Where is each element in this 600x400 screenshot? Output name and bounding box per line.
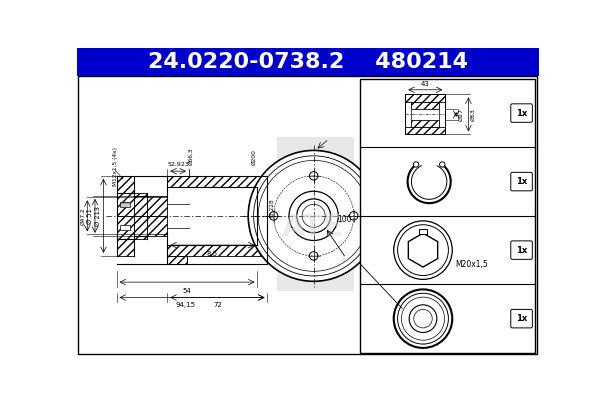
Text: 1x: 1x <box>516 246 527 255</box>
Circle shape <box>401 297 445 340</box>
Text: Ø53: Ø53 <box>471 108 476 121</box>
Bar <box>277 136 354 290</box>
Text: 94,15: 94,15 <box>176 302 196 308</box>
Bar <box>419 228 427 234</box>
Text: Ø 51: Ø 51 <box>86 208 92 224</box>
Text: ATE: ATE <box>282 213 345 242</box>
FancyBboxPatch shape <box>511 241 532 259</box>
Polygon shape <box>409 233 437 267</box>
Circle shape <box>297 199 331 233</box>
Text: 8,5: 8,5 <box>207 251 218 257</box>
Text: Ø 213: Ø 213 <box>95 206 101 226</box>
Circle shape <box>258 160 369 271</box>
Circle shape <box>415 242 431 258</box>
Bar <box>360 79 535 353</box>
Bar <box>121 202 130 207</box>
Bar <box>167 176 268 186</box>
Circle shape <box>409 305 437 332</box>
Text: 1x: 1x <box>516 108 527 118</box>
FancyBboxPatch shape <box>511 310 532 328</box>
Bar <box>121 225 130 230</box>
Bar <box>405 94 445 102</box>
Circle shape <box>413 162 419 167</box>
Text: 54: 54 <box>182 288 191 294</box>
Circle shape <box>398 225 448 276</box>
Bar <box>412 102 439 109</box>
Text: 1x: 1x <box>516 177 527 186</box>
Circle shape <box>394 221 452 279</box>
Bar <box>412 120 439 127</box>
Bar <box>405 94 445 134</box>
Bar <box>148 196 167 216</box>
Circle shape <box>398 293 448 344</box>
Bar <box>116 216 134 256</box>
Bar <box>148 216 167 236</box>
Text: 43: 43 <box>421 82 430 88</box>
Bar <box>167 256 187 264</box>
Text: Ø200: Ø200 <box>251 149 256 165</box>
Circle shape <box>248 150 379 281</box>
Bar <box>134 193 148 216</box>
Circle shape <box>310 172 318 180</box>
FancyBboxPatch shape <box>511 172 532 191</box>
Circle shape <box>310 252 318 260</box>
Bar <box>405 127 445 134</box>
Circle shape <box>349 212 358 220</box>
Circle shape <box>440 162 445 167</box>
FancyBboxPatch shape <box>511 104 532 122</box>
Text: 72: 72 <box>213 302 222 308</box>
Bar <box>167 245 268 256</box>
Text: M12x1,5 (4x): M12x1,5 (4x) <box>113 147 118 186</box>
Text: 52,923: 52,923 <box>167 162 189 166</box>
Text: Ø 228: Ø 228 <box>270 199 275 217</box>
Text: 100: 100 <box>337 215 351 224</box>
Circle shape <box>289 191 338 240</box>
Bar <box>77 48 539 76</box>
Circle shape <box>269 212 278 220</box>
Text: M20x1,5: M20x1,5 <box>455 260 488 269</box>
Text: 1x: 1x <box>516 314 527 323</box>
Text: Ø66,3: Ø66,3 <box>189 148 194 165</box>
Circle shape <box>302 204 325 228</box>
Text: 24.0220-0738.2    480214: 24.0220-0738.2 480214 <box>148 52 467 72</box>
Bar <box>134 216 148 239</box>
Circle shape <box>394 289 452 348</box>
Text: Ø47,2: Ø47,2 <box>81 207 86 225</box>
Text: Ø27: Ø27 <box>458 108 463 121</box>
Circle shape <box>414 310 432 328</box>
Circle shape <box>254 156 374 276</box>
Bar <box>116 176 134 216</box>
Bar <box>257 186 268 245</box>
Bar <box>412 109 439 120</box>
